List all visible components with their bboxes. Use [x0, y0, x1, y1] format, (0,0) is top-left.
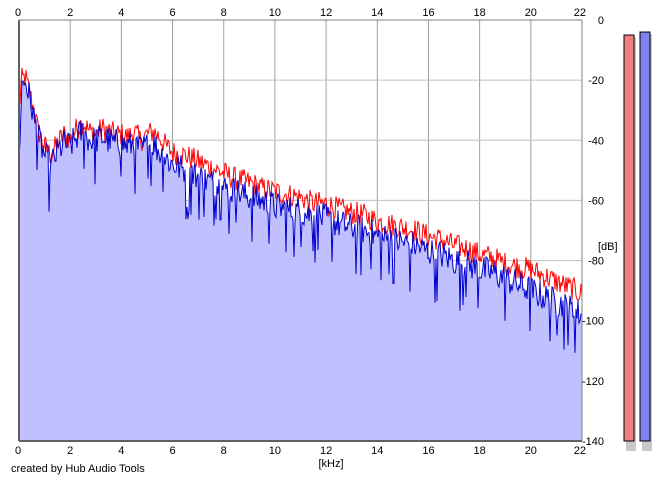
y-axis-label: [dB]: [598, 241, 618, 253]
x-tick-label-bottom: 4: [118, 445, 124, 457]
x-tick-label-top: 2: [67, 7, 73, 19]
x-tick-label-bottom: 18: [474, 445, 486, 457]
y-tick-label: -140: [582, 436, 604, 448]
x-tick-label-bottom: 10: [269, 445, 281, 457]
y-tick-label: -40: [588, 135, 604, 147]
level-meter-bar-right: [639, 31, 651, 442]
level-meter-bar-left: [623, 34, 635, 442]
y-tick-label: -20: [588, 75, 604, 87]
y-tick-label: -80: [588, 256, 604, 268]
y-tick-label: -100: [582, 316, 604, 328]
credit-caption: created by Hub Audio Tools: [11, 463, 145, 475]
axes: 002244668810101212141416161818202022220-…: [15, 7, 604, 457]
x-tick-label-top: 6: [169, 7, 175, 19]
x-tick-label-top: 14: [371, 7, 383, 19]
x-tick-label-top: 12: [320, 7, 332, 19]
x-tick-label-bottom: 2: [67, 445, 73, 457]
x-tick-label-bottom: 22: [574, 445, 586, 457]
x-tick-label-top: 10: [269, 7, 281, 19]
x-tick-label-bottom: 20: [525, 445, 537, 457]
spectrum-line-left: [18, 67, 583, 301]
x-tick-label-bottom: 12: [320, 445, 332, 457]
x-tick-label-top: 16: [422, 7, 434, 19]
x-tick-label-bottom: 16: [422, 445, 434, 457]
x-tick-label-top: 20: [525, 7, 537, 19]
x-tick-label-top: 22: [574, 7, 586, 19]
level-meters: [623, 31, 652, 452]
x-tick-label-top: 0: [15, 7, 21, 19]
y-tick-label: 0: [598, 15, 604, 27]
spectrum-series: [18, 67, 583, 353]
x-tick-label-bottom: 6: [169, 445, 175, 457]
y-tick-label: -120: [582, 376, 604, 388]
x-tick-label-top: 18: [474, 7, 486, 19]
spectrum-line-right: [18, 80, 583, 353]
x-tick-label-bottom: 8: [221, 445, 227, 457]
x-tick-label-top: 4: [118, 7, 124, 19]
x-tick-label-bottom: 0: [15, 445, 21, 457]
spectrum-area-fill: [19, 81, 582, 441]
x-axis-label: [kHz]: [318, 458, 343, 470]
x-tick-label-bottom: 14: [371, 445, 383, 457]
x-tick-label-top: 8: [221, 7, 227, 19]
y-tick-label: -60: [588, 195, 604, 207]
